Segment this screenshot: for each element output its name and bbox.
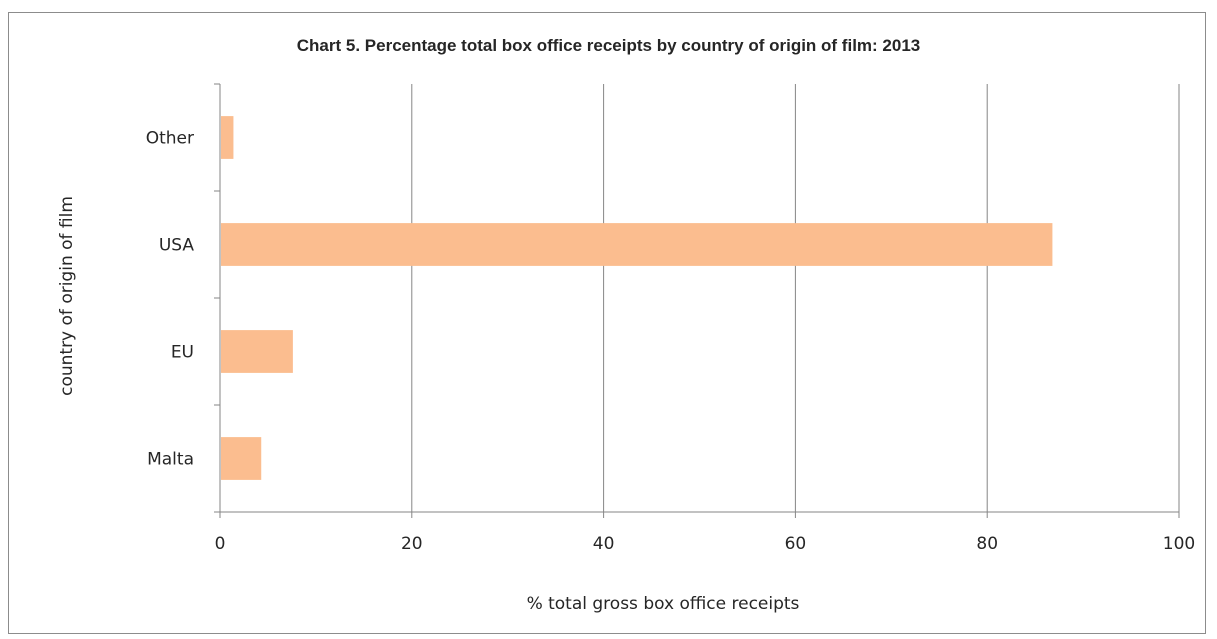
y-axis-title: country of origin of film bbox=[57, 196, 77, 396]
x-tick-label-60: 60 bbox=[785, 534, 807, 554]
y-tick-label-eu: EU bbox=[171, 343, 194, 363]
y-tick-label-other: Other bbox=[146, 129, 194, 149]
tick-labels: 0 20 40 60 80 100 Malta EU USA Other bbox=[146, 129, 1196, 555]
x-tick-label-0: 0 bbox=[215, 534, 226, 554]
chart-frame bbox=[8, 12, 1206, 634]
axes bbox=[214, 83, 1180, 518]
x-axis-title: % total gross box office receipts bbox=[527, 594, 800, 614]
bar-usa bbox=[221, 223, 1053, 266]
bars bbox=[221, 116, 1053, 480]
bar-malta bbox=[221, 437, 262, 480]
x-tick-label-40: 40 bbox=[593, 534, 615, 554]
x-tick-label-80: 80 bbox=[976, 534, 998, 554]
x-tick-label-100: 100 bbox=[1163, 534, 1195, 554]
chart-title: Chart 5. Percentage total box office rec… bbox=[296, 36, 921, 55]
y-tick-label-malta: Malta bbox=[147, 450, 194, 470]
bar-other bbox=[221, 116, 234, 159]
y-tick-label-usa: USA bbox=[159, 236, 195, 256]
x-tick-label-20: 20 bbox=[401, 534, 423, 554]
gridlines bbox=[411, 84, 1180, 512]
bar-eu bbox=[221, 330, 293, 373]
